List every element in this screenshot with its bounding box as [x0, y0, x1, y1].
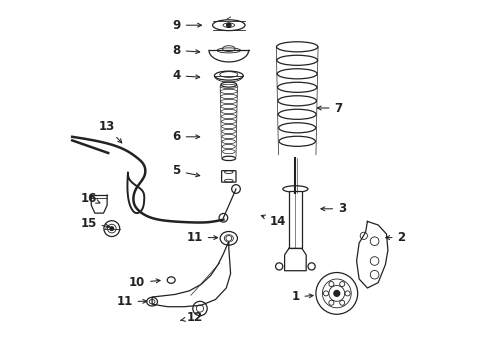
Text: 6: 6 [172, 130, 199, 143]
Text: 13: 13 [98, 120, 122, 143]
Text: 4: 4 [172, 69, 199, 82]
Text: 16: 16 [80, 192, 100, 204]
Text: 11: 11 [187, 231, 218, 244]
Bar [289, 191, 301, 248]
Circle shape [226, 235, 232, 241]
Text: 10: 10 [129, 276, 160, 289]
Circle shape [334, 291, 340, 296]
Text: 9: 9 [172, 19, 201, 32]
Circle shape [227, 23, 231, 27]
Text: 3: 3 [321, 202, 346, 215]
Text: 2: 2 [386, 231, 406, 244]
Text: 7: 7 [318, 102, 343, 114]
Text: 8: 8 [172, 44, 199, 57]
Text: 15: 15 [80, 217, 110, 230]
Text: 11: 11 [116, 295, 147, 308]
FancyBboxPatch shape [221, 171, 236, 182]
Text: 5: 5 [172, 165, 200, 177]
Text: 12: 12 [181, 311, 203, 324]
Text: 1: 1 [292, 291, 313, 303]
Text: 14: 14 [261, 215, 286, 228]
Circle shape [110, 227, 114, 230]
